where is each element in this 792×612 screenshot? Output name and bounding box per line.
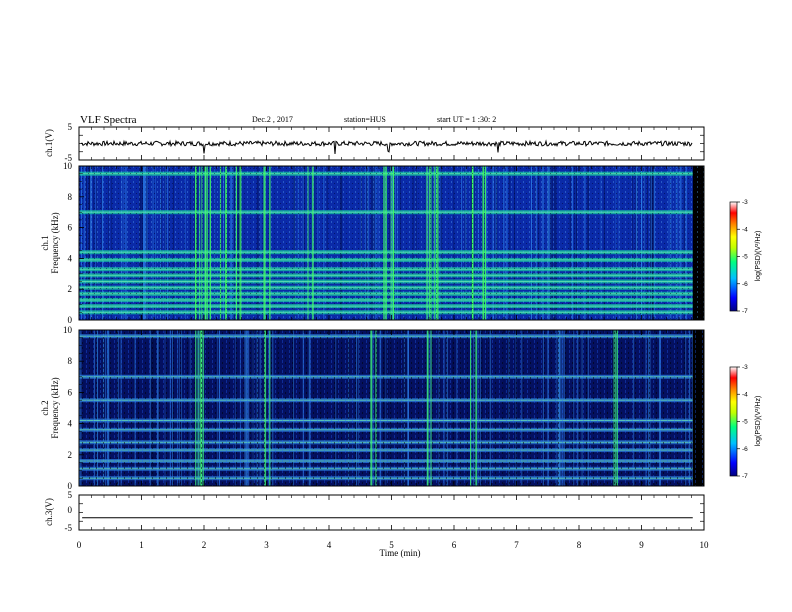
colorbar-tick-label: -7 [742,473,748,480]
figure-title: VLF Spectra [80,114,137,126]
ch1-colorbar: -3 -4 -5 -6 -7 log(PSD)(V²/Hz) [729,199,762,315]
y-tick-label: 0 [68,481,73,491]
start-time-label: start UT = 1 :30: 2 [437,115,496,124]
y-tick-label: 6 [68,223,73,233]
x-tick-label: 9 [639,540,644,550]
colorbar-tick-label: -4 [742,226,748,233]
ch1-colorbar-ticks: -3 -4 -5 -6 -7 [737,199,748,315]
x-tick-label: 1 [139,540,144,550]
ch3-waveform-ylabel: ch.3(V) [44,498,54,526]
x-tick-label: 7 [514,540,519,550]
ch1-waveform-ytick-bottom: -5 [65,153,73,163]
colorbar-tick-label: -3 [742,364,748,371]
ch1-spectrogram-panel: 0 2 4 6 8 10 ch.1 Frequency (kHz) [40,161,705,325]
ch1-colorbar-gradient [729,201,738,312]
ch1-spectrogram-ylabel-frequency: Frequency (kHz) [50,212,60,273]
y-tick-label: 10 [63,161,73,171]
station-label: station=HUS [344,115,386,124]
y-tick-label: 4 [68,419,73,429]
colorbar-tick-label: -6 [742,281,748,288]
ch3-waveform-ytick-top: 5 [68,490,73,500]
colorbar-tick-label: -5 [742,419,748,426]
ch2-spectrogram-yticks: 0 2 4 6 8 10 [63,325,704,491]
ch3-waveform-ytick-bottom: -5 [65,523,73,533]
ch3-waveform-ytick-mid: 0 [68,505,73,515]
ch1-waveform-trace [80,139,693,154]
y-tick-label: 10 [63,325,73,335]
x-tick-label: 8 [577,540,582,550]
ch1-spectrogram-yticks: 0 2 4 6 8 10 [63,161,704,325]
x-tick-label: 3 [264,540,269,550]
y-tick-label: 0 [68,315,73,325]
ch1-waveform-ytick-top: 5 [68,122,73,132]
y-tick-label: 2 [68,450,73,460]
y-tick-label: 6 [68,387,73,397]
ch2-colorbar-ticks: -3 -4 -5 -6 -7 [737,364,748,480]
x-tick-label: 5 [389,540,394,550]
x-tick-label: 0 [77,540,82,550]
ch3-waveform-panel: 5 0 -5 ch.3(V) [44,490,705,533]
ch2-spectrogram-ylabel-frequency: Frequency (kHz) [50,377,60,438]
ch2-spectrogram-panel: 0 2 4 6 8 10 ch.2 Frequency (kHz) [40,325,705,491]
ch2-spectrogram-noise [79,330,704,486]
ch3-waveform-frame [78,494,705,531]
y-tick-label: 8 [68,356,73,366]
x-axis-tick-labels: 0 1 2 3 4 5 6 7 8 9 10 [77,540,709,550]
y-tick-label: 4 [68,253,73,263]
colorbar-tick-label: -6 [742,446,748,453]
colorbar-tick-label: -5 [742,254,748,261]
x-tick-label: 4 [327,540,332,550]
ch1-colorbar-label: log(PSD)(V²/Hz) [755,231,762,282]
ch1-waveform-panel: 5 -5 ch.1(V) [44,122,705,163]
colorbar-tick-label: -3 [742,199,748,206]
date-label: Dec.2 , 2017 [252,115,293,124]
y-tick-label: 2 [68,284,73,294]
x-tick-label: 2 [202,540,207,550]
x-axis-tick-marks [78,127,705,530]
ch1-spectrogram-noise [79,166,704,320]
x-tick-label: 10 [700,540,710,550]
colorbar-tick-label: -7 [742,308,748,315]
ch2-colorbar-label: log(PSD)(V²/Hz) [755,396,762,447]
x-tick-label: 6 [452,540,457,550]
ch1-spectrogram-ylabel-channel: ch.1 [40,235,50,250]
ch2-spectrogram-ylabel-channel: ch.2 [40,400,50,415]
x-axis-label: Time (min) [380,548,421,558]
ch2-colorbar-gradient [729,366,738,477]
y-tick-label: 8 [68,192,73,202]
ch1-waveform-ylabel: ch.1(V) [44,129,54,157]
colorbar-tick-label: -4 [742,391,748,398]
ch2-colorbar: -3 -4 -5 -6 -7 log(PSD)(V²/Hz) [729,364,762,480]
